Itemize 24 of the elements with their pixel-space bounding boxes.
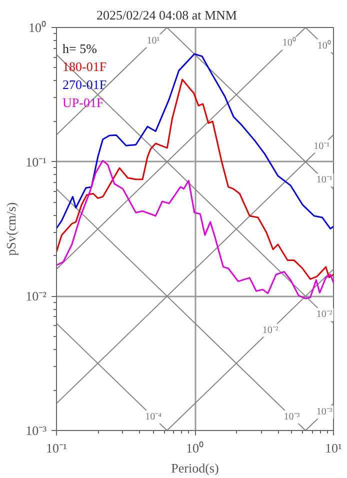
annotation: 10⁻¹ — [316, 174, 332, 186]
annotation: 10⁻⁴ — [145, 412, 162, 423]
annotation: 10⁻¹ — [314, 140, 330, 152]
annotation: 10⁻³ — [316, 406, 332, 418]
annotation: h= 5% — [62, 41, 98, 56]
text: UP-01F — [62, 95, 104, 110]
y-tick-label: 10⁻³ — [26, 423, 47, 438]
annotation: 10⁰ — [282, 36, 296, 49]
text: 270-01F — [62, 77, 107, 92]
x-tick-label: 10¹ — [325, 440, 342, 456]
annotation: 10⁰ — [317, 39, 332, 52]
annotation: 10⁻³ — [284, 412, 300, 423]
annotation: 10⁻² — [316, 309, 332, 320]
y-tick-label: 10⁻² — [26, 288, 47, 304]
x-axis-title: Period(s) — [171, 460, 219, 476]
chart-title: 2025/02/24 04:08 at MNM — [96, 8, 238, 22]
y-tick-label: 10⁻¹ — [26, 154, 47, 170]
annotation: 10⁻² — [262, 324, 278, 336]
x-tick-label: 10⁰ — [186, 440, 204, 456]
y-axis-title: pSv(cm/s) — [4, 202, 19, 256]
text: 180-01F — [62, 59, 107, 74]
y-tick-label: 10⁰ — [28, 20, 46, 35]
annotation: 10¹ — [146, 35, 160, 46]
x-tick-label: 10⁻¹ — [46, 440, 68, 456]
